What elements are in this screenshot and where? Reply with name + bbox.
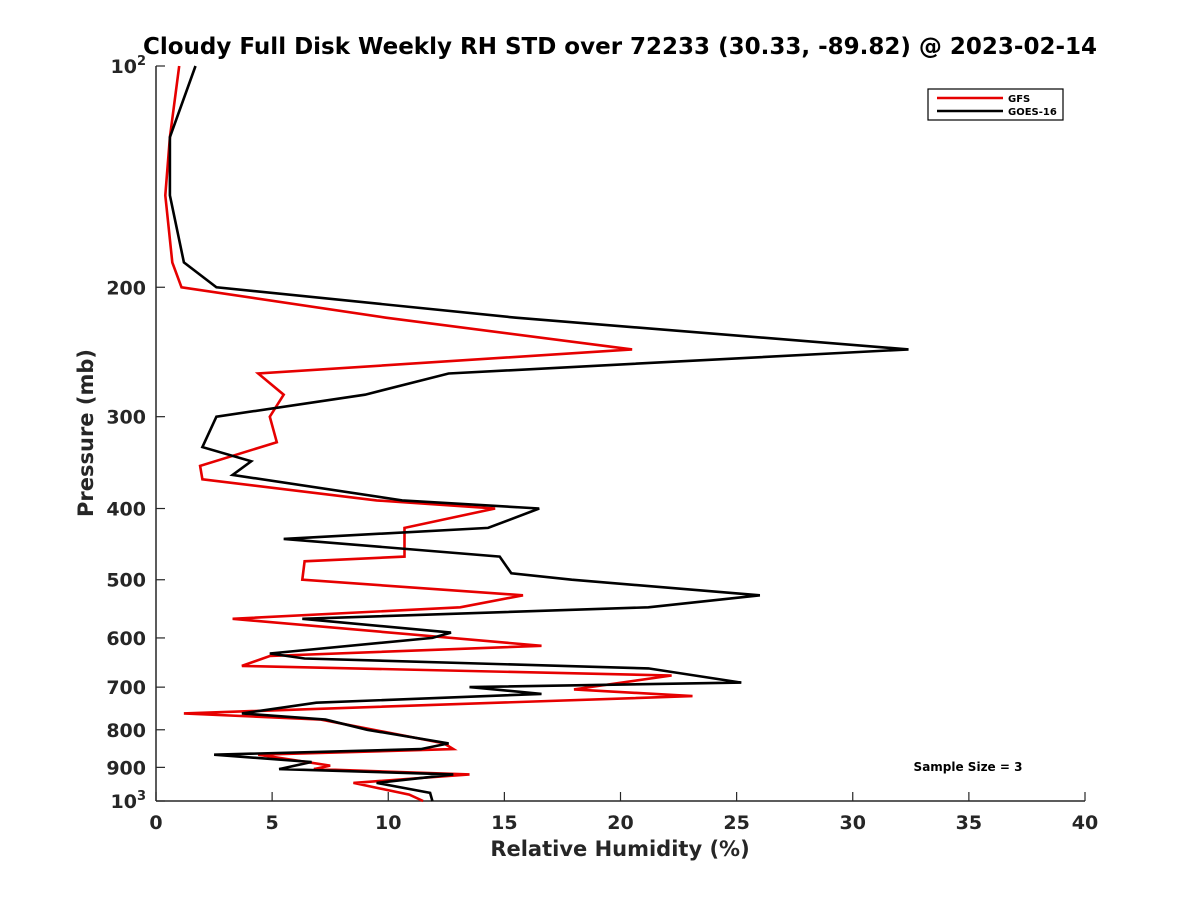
y-tick-label: 900 [106,757,146,779]
x-tick-label: 25 [723,812,749,834]
y-tick-label: 400 [106,499,146,521]
series-line-goes-16 [168,65,909,802]
legend-box [927,88,1064,121]
y-tick-label-base: 10 [111,791,137,813]
sample-size-annotation: Sample Size = 3 [914,760,1023,774]
x-axis-label: Relative Humidity (%) [490,837,749,861]
x-tick-label: 5 [266,812,279,834]
y-tick-label-base: 10 [111,56,137,78]
x-tick-label: 10 [375,812,401,834]
x-tick-label: 0 [149,812,162,834]
y-tick-label: 102 [111,54,147,78]
legend-label-gfs: GFS [1008,94,1030,105]
legend: GFS GOES-16 [927,88,1064,121]
y-tick-label-exponent: 3 [137,789,146,804]
x-tick-label: 35 [956,812,982,834]
y-tick-label: 200 [106,277,146,299]
y-tick-label-exponent: 2 [137,54,146,69]
series-line-gfs [163,65,693,803]
y-tick-label: 600 [106,628,146,650]
series-layer [163,65,909,803]
x-tick-label: 20 [607,812,633,834]
x-axis-ticks: 0 5 10 15 20 25 30 35 40 [149,792,1098,834]
y-tick-label: 800 [106,720,146,742]
chart-title: Cloudy Full Disk Weekly RH STD over 7223… [143,34,1097,60]
x-tick-label: 30 [840,812,866,834]
y-tick-label: 103 [111,789,147,813]
y-tick-label: 300 [106,407,146,429]
x-tick-label: 40 [1072,812,1098,834]
y-tick-label: 700 [106,677,146,699]
y-axis-label: Pressure (mb) [74,349,98,517]
x-tick-label: 15 [491,812,517,834]
legend-label-goes-16: GOES-16 [1008,107,1057,118]
y-tick-label: 500 [106,570,146,592]
